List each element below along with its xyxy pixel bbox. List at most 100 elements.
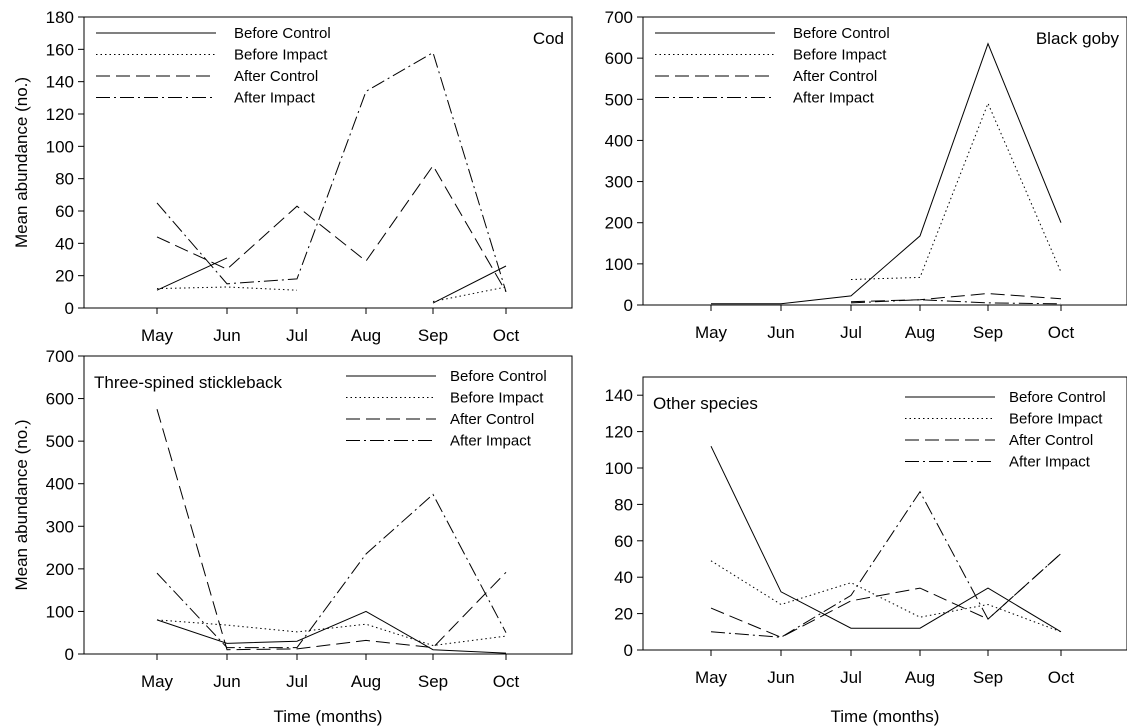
x-tick-label: Aug	[351, 326, 381, 345]
x-tick-label: Jul	[840, 323, 862, 342]
y-tick-label: 140	[605, 386, 633, 405]
series-line-dashed	[710, 553, 1062, 638]
y-tick-label: 120	[605, 423, 633, 442]
panel-0: 0 20 40 60 80 100 120 140 160 180 May Jun Jul Aug Sep O…	[12, 8, 573, 345]
y-tick-label: 700	[46, 347, 74, 366]
y-tick-label: 200	[46, 560, 74, 579]
series-line-solid	[156, 257, 507, 304]
x-tick-label: Oct	[493, 672, 520, 691]
y-tick-label: 300	[46, 517, 74, 536]
legend-label: After Control	[450, 411, 534, 428]
x-tick-label: May	[695, 668, 728, 687]
y-tick-label: 120	[46, 105, 74, 124]
series-line-dashed	[156, 164, 507, 293]
legend-label: Before Impact	[793, 47, 887, 64]
legend-label: Before Control	[234, 25, 331, 42]
y-tick-label: 100	[46, 137, 74, 156]
x-tick-label: Jun	[213, 672, 240, 691]
legend-label: Before Control	[793, 25, 890, 42]
legend: Before Control Before Impact After Control…	[905, 389, 1106, 471]
y-axis-title: Mean abundance (no.)	[12, 77, 31, 248]
legend-label: After Impact	[1009, 454, 1091, 471]
legend-label: Before Impact	[1009, 411, 1103, 428]
series-line-dashed	[156, 409, 507, 651]
x-tick-label: Aug	[351, 672, 381, 691]
y-tick-label: 200	[605, 214, 633, 233]
y-tick-label: 400	[46, 475, 74, 494]
legend-label: Before Control	[1009, 389, 1106, 406]
y-tick-label: 20	[614, 605, 633, 624]
y-tick-label: 20	[55, 267, 74, 286]
legend: Before Control Before Impact After Control…	[346, 368, 547, 450]
y-tick-label: 80	[614, 495, 633, 514]
y-tick-label: 40	[614, 568, 633, 587]
y-tick-label: 0	[624, 641, 633, 660]
y-tick-label: 500	[46, 432, 74, 451]
x-tick-label: Jul	[286, 672, 308, 691]
y-tick-label: 100	[605, 459, 633, 478]
x-tick-label: Jun	[767, 323, 794, 342]
legend-label: After Impact	[793, 90, 875, 107]
y-tick-label: 700	[605, 8, 633, 27]
x-tick-label: May	[695, 323, 728, 342]
legend: Before Control Before Impact After Control…	[96, 25, 331, 107]
series-line-dashdot	[850, 299, 1062, 305]
x-tick-label: Jun	[767, 668, 794, 687]
legend-label: Before Control	[450, 368, 547, 385]
series-line-dotted	[156, 619, 507, 647]
x-tick-label: Sep	[418, 326, 448, 345]
legend-label: After Control	[234, 68, 318, 85]
series-line-dashdot	[710, 490, 1062, 638]
y-tick-label: 600	[605, 49, 633, 68]
y-tick-label: 160	[46, 40, 74, 59]
y-tick-label: 400	[605, 131, 633, 150]
legend-label: Before Impact	[450, 390, 544, 407]
x-tick-label: Sep	[418, 672, 448, 691]
legend-label: After Control	[1009, 432, 1093, 449]
y-tick-label: 80	[55, 170, 74, 189]
legend-label: After Control	[793, 68, 877, 85]
legend: Before Control Before Impact After Control…	[655, 25, 890, 107]
x-tick-label: Oct	[1048, 668, 1075, 687]
series-line-dotted	[156, 286, 507, 302]
series-line-solid	[711, 42, 1062, 305]
y-tick-label: 180	[46, 8, 74, 27]
x-axis-title: Time (months)	[831, 707, 940, 726]
panel-label: Other species	[653, 394, 758, 413]
plot-frame	[83, 16, 573, 309]
series-line-solid	[710, 445, 1062, 633]
y-tick-label: 0	[65, 645, 74, 664]
x-tick-label: May	[141, 326, 174, 345]
x-tick-label: May	[141, 672, 174, 691]
x-tick-label: Jul	[840, 668, 862, 687]
y-tick-label: 600	[46, 390, 74, 409]
y-axis-title: Mean abundance (no.)	[12, 419, 31, 590]
panel-1: 0 100 200 300 400 500 600 700 May Jun Jul Aug Sep Oct…	[605, 8, 1127, 342]
x-tick-label: Oct	[493, 326, 520, 345]
y-tick-label: 0	[624, 296, 633, 315]
x-tick-label: Sep	[973, 323, 1003, 342]
y-tick-label: 60	[55, 202, 74, 221]
y-tick-label: 500	[605, 90, 633, 109]
x-tick-label: Jul	[286, 326, 308, 345]
series-line-dashdot	[156, 493, 507, 649]
plot-frame	[642, 16, 1127, 306]
x-axis-title: Time (months)	[274, 707, 383, 726]
series-line-solid	[156, 610, 507, 654]
series-line-dashed	[850, 292, 1062, 303]
y-tick-label: 100	[605, 255, 633, 274]
x-tick-label: Aug	[905, 668, 935, 687]
legend-label: After Impact	[234, 90, 316, 107]
panel-2: 0 100 200 300 400 500 600 700 May Jun Jul Aug Sep Oct…	[12, 347, 573, 726]
panel-label: Cod	[533, 29, 564, 48]
plot-frame	[83, 355, 573, 655]
series-line-dotted	[850, 102, 1062, 280]
panel-label: Three-spined stickleback	[94, 373, 283, 392]
panel-3: 0 20 40 60 80 100 120 140 May Jun Jul Aug Sep Oct Time…	[605, 376, 1127, 726]
x-tick-label: Sep	[973, 668, 1003, 687]
legend-label: Before Impact	[234, 47, 328, 64]
y-tick-label: 300	[605, 173, 633, 192]
series-line-dashdot	[156, 51, 507, 292]
y-tick-label: 140	[46, 73, 74, 92]
